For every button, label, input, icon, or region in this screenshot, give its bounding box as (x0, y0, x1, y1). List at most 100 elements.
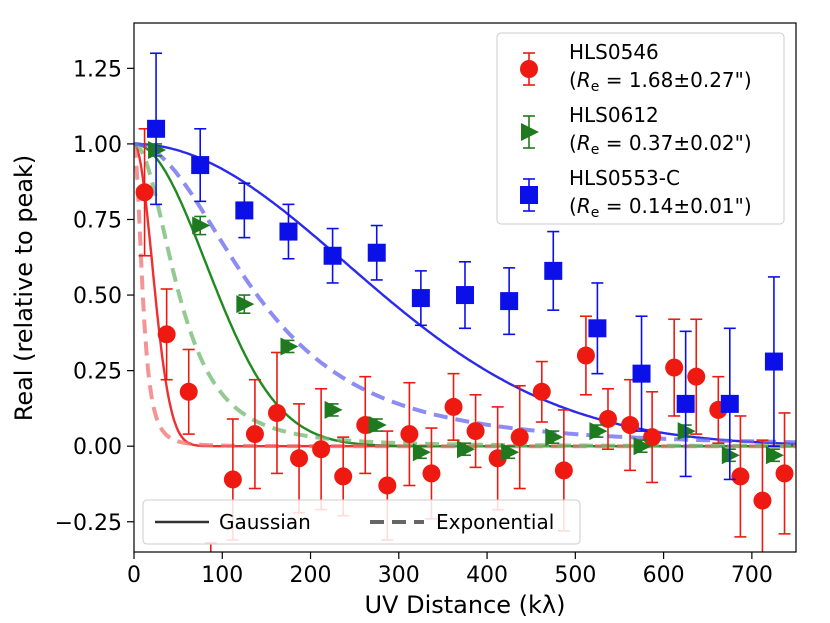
style-legend-label: Exponential (436, 510, 554, 534)
legend-entry-hls0546: HLS0546 (Re = 1.68±0.27") (520, 40, 752, 95)
x-tick-label: 100 (201, 563, 243, 588)
data-point-triangle-right (589, 422, 608, 441)
data-point-triangle-right (677, 422, 696, 441)
legend-series-size: (Re = 1.68±0.27") (569, 68, 752, 95)
series-legend: HLS0546(Re = 1.68±0.27")HLS0612(Re = 0.3… (496, 32, 785, 225)
legend-size-value: = 0.37±0.02") (599, 131, 751, 155)
legend-entry-hls0612: HLS0612 (Re = 0.37±0.02") (521, 103, 752, 158)
legend-marker-square (520, 186, 538, 204)
x-axis-label: UV Distance (kλ) (364, 591, 565, 619)
legend-size-value: = 1.68±0.27") (599, 68, 751, 92)
x-tick-label: 500 (554, 563, 596, 588)
data-point-square (588, 319, 607, 338)
legend-size-symbol: R (577, 68, 591, 92)
data-point-triangle-right (280, 337, 299, 356)
data-points (135, 52, 794, 552)
legend-series-name: HLS0612 (569, 103, 659, 127)
x-tick-label: 300 (378, 563, 420, 588)
legend-size-open: ( (569, 68, 577, 92)
data-point-triangle-right (192, 216, 211, 235)
legend-series-size: (Re = 0.14±0.01") (569, 194, 752, 221)
data-point-circle (532, 382, 551, 401)
data-point-circle (576, 346, 595, 365)
data-point-square (323, 246, 342, 265)
x-tick-label: 0 (127, 563, 141, 588)
style-legend-box (142, 499, 581, 545)
legend-size-subscript: e (591, 79, 600, 95)
data-point-square (235, 201, 254, 220)
legend-marker-triangle-right (521, 123, 539, 141)
data-point-circle (598, 409, 617, 428)
data-point-square (279, 222, 298, 241)
data-point-circle (510, 428, 529, 447)
data-point-circle (290, 449, 309, 468)
data-point-triangle-right (236, 295, 255, 314)
data-point-square (191, 156, 210, 175)
x-tick-label: 200 (290, 563, 332, 588)
data-point-triangle-right (721, 446, 740, 465)
legend-marker-circle (520, 60, 538, 78)
x-tick-label: 400 (466, 563, 508, 588)
legend-size-subscript: e (591, 205, 600, 221)
data-point-circle (312, 440, 331, 459)
legend-size-open: ( (569, 194, 577, 218)
style-legend-entry-exponential: Exponential (370, 510, 554, 534)
data-point-circle (179, 382, 198, 401)
y-tick-label: −0.25 (55, 511, 122, 536)
data-point-circle (753, 491, 772, 510)
legend-entry-hls0553-c: HLS0553-C (Re = 0.14±0.01") (520, 166, 752, 221)
data-point-circle (643, 428, 662, 447)
x-tick-label: 700 (731, 563, 773, 588)
data-point-triangle-right (324, 400, 343, 419)
legend-size-value: = 0.14±0.01") (599, 194, 751, 218)
data-point-circle (267, 403, 286, 422)
data-point-triangle-right (545, 428, 564, 447)
data-point-circle (135, 183, 154, 202)
data-point-triangle-right (457, 440, 475, 459)
data-point-circle (775, 464, 794, 483)
y-axis-ticks: −0.25 0.00 0.25 0.50 0.75 1.00 1.25 (55, 57, 134, 536)
data-point-square (411, 289, 430, 308)
data-point-circle (731, 467, 750, 486)
series-hls0553-c (147, 52, 783, 481)
y-tick-label: 1.25 (73, 57, 122, 82)
data-point-square (544, 261, 563, 280)
data-point-square (764, 352, 783, 371)
plot-frame (133, 22, 797, 553)
model-style-legend: Gaussian Exponential (142, 499, 581, 545)
data-point-circle (444, 397, 463, 416)
legend-size-open: ( (569, 131, 577, 155)
data-point-circle (665, 358, 684, 377)
data-point-square (676, 394, 695, 413)
data-point-square (500, 292, 519, 311)
y-tick-label: 0.75 (73, 208, 122, 233)
y-tick-label: 0.00 (73, 435, 122, 460)
y-tick-label: 0.50 (73, 284, 122, 309)
legend-size-symbol: R (577, 131, 591, 155)
data-point-square (720, 394, 739, 413)
data-point-circle (554, 461, 573, 480)
data-point-square (456, 286, 474, 305)
data-point-square (367, 243, 386, 262)
data-point-circle (378, 476, 397, 495)
data-point-triangle-right (633, 437, 652, 456)
data-point-triangle-right (501, 443, 520, 462)
x-tick-label: 600 (643, 563, 685, 588)
legend-series-name: HLS0553-C (569, 166, 680, 190)
legend-size-subscript: e (591, 142, 600, 158)
data-point-circle (621, 416, 640, 435)
data-point-circle (422, 464, 441, 483)
style-legend-entry-gaussian: Gaussian (155, 510, 311, 534)
data-point-square (632, 364, 651, 383)
y-tick-label: 1.00 (73, 133, 122, 158)
exponential-model-hls0612 (134, 141, 796, 448)
y-axis-label: Real (relative to peak) (10, 155, 38, 422)
data-point-triangle-right (412, 443, 431, 462)
x-axis-ticks: 0 100 200 300 400 500 600 700 (127, 552, 773, 588)
style-legend-label: Gaussian (219, 510, 311, 534)
data-point-circle (334, 467, 353, 486)
legend-series-name: HLS0546 (569, 40, 659, 64)
data-point-square (147, 119, 166, 138)
data-point-triangle-right (148, 140, 167, 159)
